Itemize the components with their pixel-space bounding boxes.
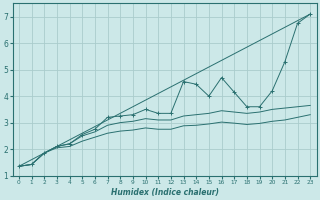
X-axis label: Humidex (Indice chaleur): Humidex (Indice chaleur) [110, 188, 219, 197]
